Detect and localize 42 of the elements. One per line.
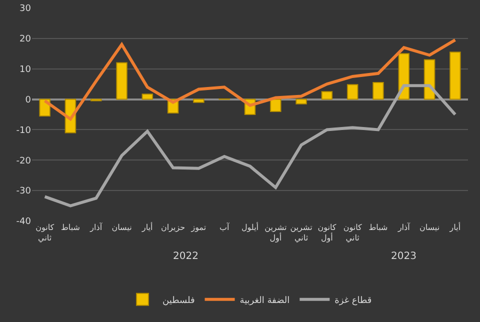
line-series xyxy=(43,84,457,208)
legend-label: قطاع غزة xyxy=(334,296,372,306)
bar xyxy=(296,98,307,104)
x-tick-label: آذار xyxy=(396,222,411,232)
x-tick-label: كانون أول xyxy=(318,223,336,242)
bar xyxy=(270,98,282,112)
x-tick-label: آب xyxy=(219,222,230,232)
legend-label: الضفة الغربية xyxy=(240,296,290,306)
y-tick-label: 10 xyxy=(20,65,32,76)
bar xyxy=(142,94,154,100)
y-tick-label: -20 xyxy=(16,156,32,166)
x-tick-label: نيسان xyxy=(112,223,132,232)
bar xyxy=(424,59,436,100)
x-tick-label: حزيران xyxy=(161,223,186,232)
y-tick-label: 20 xyxy=(20,34,32,45)
y-tick-label: 30 xyxy=(20,4,32,14)
x-tick-label: شباط xyxy=(368,223,388,232)
bar xyxy=(450,52,461,100)
text: 2023 xyxy=(391,251,416,262)
line-series xyxy=(43,38,457,121)
y-tick-label: -40 xyxy=(16,217,32,228)
y-tick-label: -30 xyxy=(16,186,32,197)
text: 2022 xyxy=(173,251,198,262)
x-tick-label: نيسان xyxy=(419,223,440,232)
x-tick-label: أيار xyxy=(448,222,461,232)
x-tick-label: كانون ثاني xyxy=(343,223,362,242)
bar xyxy=(116,62,128,100)
y-tick-label: 0 xyxy=(25,95,32,106)
legend-label: فلسطين xyxy=(162,296,195,306)
x-tick-label: أيلول xyxy=(241,222,259,232)
x-tick-label: كانون ثاني xyxy=(36,223,54,242)
bar xyxy=(193,98,204,103)
bar xyxy=(321,91,333,100)
x-tick-label: أيار xyxy=(141,222,153,232)
x-tick-label: آذار xyxy=(89,222,103,232)
x-tick-label: شباط xyxy=(60,223,80,232)
bar xyxy=(346,84,358,100)
bar xyxy=(372,82,384,100)
x-tick-label: تموز xyxy=(190,223,206,232)
x-tick-label: تشرين ثاني xyxy=(290,223,312,242)
y-tick-label: -10 xyxy=(16,126,32,136)
x-tick-label: تشرين أول xyxy=(264,223,287,242)
